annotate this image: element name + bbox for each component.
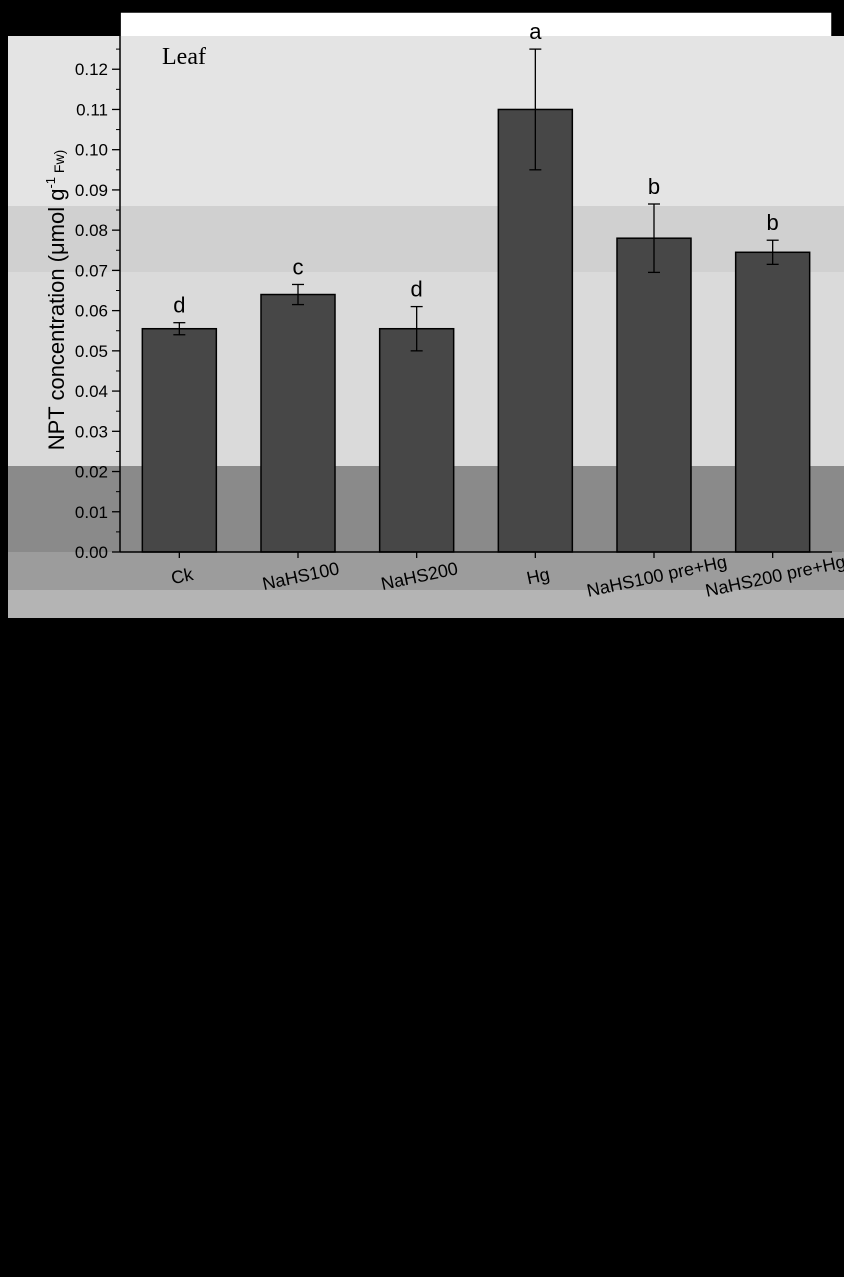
- bg-band-mid: [8, 206, 844, 272]
- bar-3: [497, 108, 574, 553]
- y-tick-label-4: 0.04: [75, 382, 108, 401]
- x-tick-label-0: Ck: [169, 564, 196, 588]
- y-tick-label-7: 0.07: [75, 261, 108, 280]
- significance-letter-3: a: [529, 19, 542, 44]
- y-tick-label-3: 0.03: [75, 422, 108, 441]
- empty-region: [0, 620, 844, 1277]
- significance-letter-4: b: [648, 174, 660, 199]
- y-tick-label-8: 0.08: [75, 221, 108, 240]
- bar-1: [260, 293, 336, 553]
- bar-0: [141, 327, 218, 553]
- significance-letter-1: c: [293, 254, 304, 279]
- npt-bar-chart: d c d a b b 0.00 0.01 0.02 0.03 0.04 0.05 0.06 0.07 0…: [8, 11, 844, 618]
- panel-label: Leaf: [162, 44, 206, 70]
- bg-band-top: [8, 36, 844, 206]
- y-tick-label-0: 0.00: [75, 543, 108, 562]
- bg-band-labels: [8, 590, 844, 618]
- y-tick-label-1: 0.01: [75, 503, 108, 522]
- y-tick-label-11: 0.11: [76, 100, 108, 119]
- error-bar-3: [529, 48, 542, 171]
- bar-5: [734, 251, 811, 553]
- y-tick-label-6: 0.06: [75, 302, 108, 321]
- y-tick-label-5: 0.05: [75, 342, 108, 361]
- bg-band-axis: [8, 552, 844, 590]
- y-tick-label-12: 0.12: [75, 60, 108, 79]
- y-axis-label: NPT concentration (μmol g-1 Fw): [43, 150, 69, 451]
- x-tick-label-3: Hg: [525, 564, 552, 588]
- error-bar-4: [648, 203, 660, 274]
- y-tick-label-9: 0.09: [75, 181, 108, 200]
- significance-letter-2: d: [411, 277, 423, 302]
- error-bar-1: [292, 283, 304, 306]
- bar-4: [616, 237, 692, 553]
- error-bar-2: [410, 305, 423, 352]
- y-tick-label-13: 0.13: [75, 20, 108, 39]
- significance-letter-5: b: [767, 210, 779, 235]
- error-bar-0: [173, 322, 186, 336]
- y-tick-label-2: 0.02: [75, 463, 108, 482]
- y-tick-label-10: 0.10: [75, 141, 108, 160]
- error-bar-5: [766, 239, 779, 266]
- significance-letter-0: d: [173, 293, 185, 318]
- bar-2: [378, 327, 455, 553]
